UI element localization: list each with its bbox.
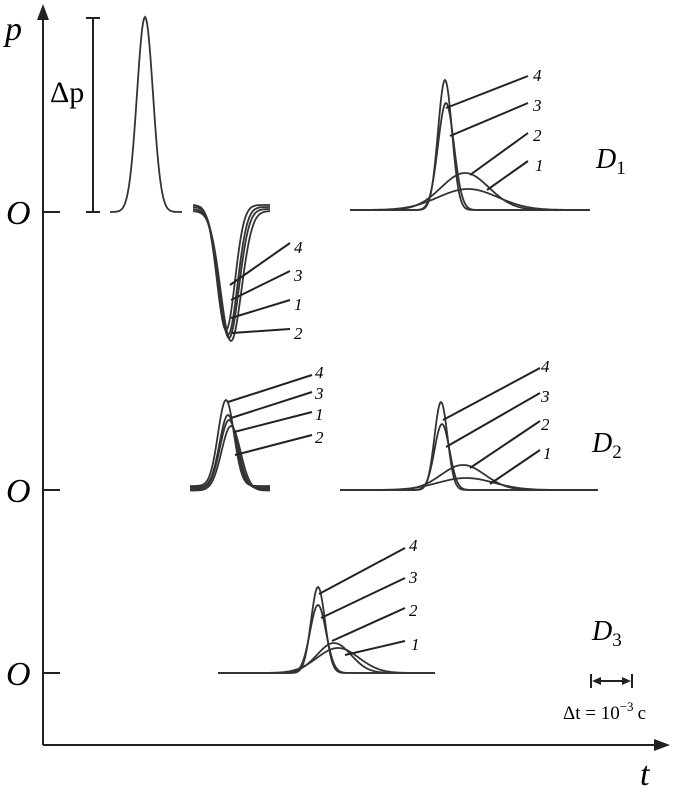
curve-label: 1 <box>411 635 420 654</box>
curve-label: 2 <box>533 126 542 145</box>
curve-label: 3 <box>293 266 303 285</box>
detector-label: D3 <box>591 616 622 651</box>
leader-line <box>234 434 313 456</box>
leader-line <box>230 299 291 319</box>
origin-label: O <box>6 195 31 232</box>
detector-name: D <box>591 428 612 459</box>
pulse-curve <box>192 210 271 343</box>
pulse-curve <box>340 400 598 491</box>
leader-line <box>489 449 541 485</box>
pulse-curve <box>350 188 590 211</box>
leader-line <box>233 411 313 433</box>
pulse-curve <box>190 425 270 492</box>
pulse-curve <box>193 204 270 332</box>
scale-label: Δt = 10−3 c <box>563 699 646 724</box>
pulse-curve <box>110 15 182 213</box>
detector-name: D <box>595 144 616 175</box>
leader-line <box>318 547 406 595</box>
curve-label: 4 <box>409 536 418 555</box>
origin-label: O <box>6 473 31 510</box>
curve-label: 1 <box>543 444 552 463</box>
leader-line <box>445 75 529 109</box>
curve-label: 2 <box>294 324 303 343</box>
x-arrow <box>654 739 670 751</box>
detector-index: 3 <box>612 630 622 651</box>
pulse-curve <box>218 647 435 674</box>
pulse-curve <box>340 477 598 491</box>
detector-label: D2 <box>591 428 622 463</box>
leader-line <box>445 392 541 448</box>
curve-label: 1 <box>294 295 303 314</box>
pulse-curve <box>350 172 590 211</box>
curve-label: 1 <box>315 405 324 424</box>
pulse-curve <box>190 413 270 489</box>
leader-line <box>230 391 313 419</box>
leader-line <box>469 420 541 469</box>
curve-label: 3 <box>408 568 418 587</box>
y-arrow <box>37 4 49 20</box>
leader-line <box>320 577 406 619</box>
curve-label: 3 <box>314 384 324 403</box>
pulse-curve <box>190 398 270 487</box>
leader-line <box>442 367 541 421</box>
origin-label: O <box>6 656 31 693</box>
pulse-curve <box>350 101 590 211</box>
curve-label: 3 <box>532 96 542 115</box>
leader-line <box>230 270 291 301</box>
curve-label: 2 <box>315 428 324 447</box>
detector-name: D <box>591 616 612 647</box>
curve-label: 4 <box>541 357 550 376</box>
curve-label: 4 <box>533 66 542 85</box>
amplitude-label: Δp <box>50 76 84 109</box>
curve-label: 4 <box>294 238 303 257</box>
scale-arrow <box>592 677 601 685</box>
leader-line <box>486 160 529 191</box>
pulse-curve <box>192 206 270 337</box>
curve-label: 4 <box>315 363 324 382</box>
leader-line <box>469 132 529 176</box>
x-label: t <box>640 756 651 793</box>
leader-line <box>229 242 291 286</box>
leader-line <box>331 607 406 642</box>
leader-line <box>344 640 406 656</box>
curve-label: 2 <box>541 415 550 434</box>
scale-exponent: −3 <box>620 699 634 714</box>
curve-label: 2 <box>409 601 418 620</box>
pulse-curve <box>218 642 435 674</box>
leader-line <box>231 328 291 334</box>
detector-index: 1 <box>616 158 626 179</box>
leader-line <box>449 102 529 137</box>
scale-prefix: Δt = 10 <box>563 703 620 724</box>
curve-label: 1 <box>535 156 544 175</box>
scale-unit: c <box>638 703 646 724</box>
pulse-curve <box>190 419 270 490</box>
scale-arrow <box>622 677 631 685</box>
curve-label: 3 <box>540 387 550 406</box>
y-label: p <box>3 11 22 48</box>
detector-index: 2 <box>612 442 622 463</box>
leader-line <box>227 374 313 403</box>
detector-label: D1 <box>595 144 626 179</box>
